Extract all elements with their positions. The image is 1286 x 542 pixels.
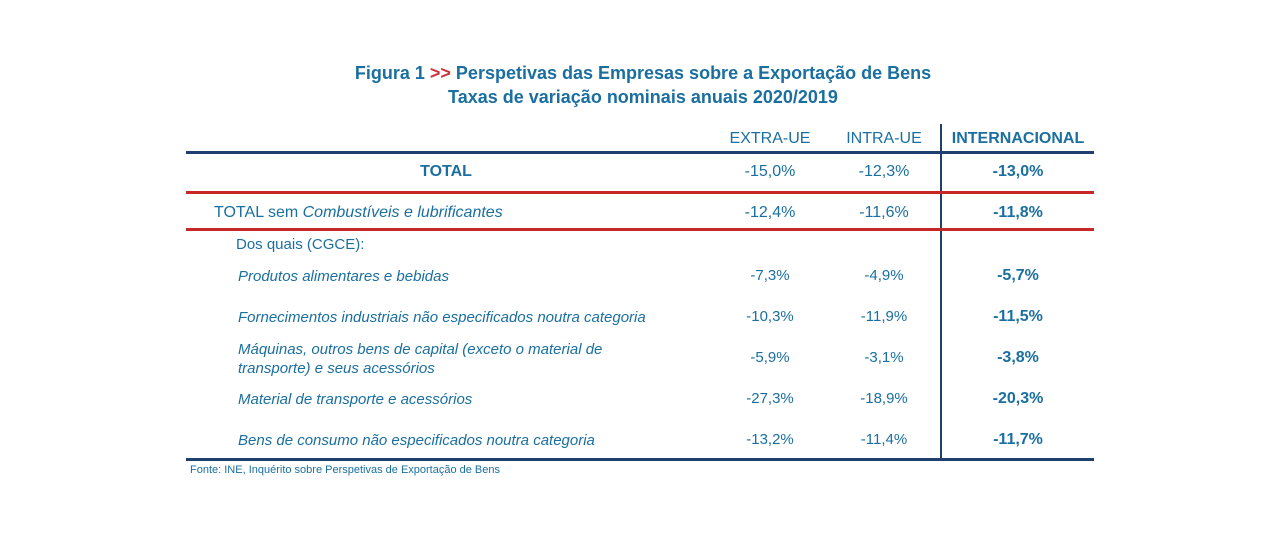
item-label: Bens de consumo não especificados noutra…	[238, 432, 595, 449]
figure-title: Figura 1 >> Perspetivas das Empresas sob…	[0, 63, 1286, 84]
item-intra: -18,9%	[860, 390, 908, 407]
row-total-sem-italic: Combustíveis e lubrificantes	[302, 204, 503, 221]
red-rule-bottom	[186, 228, 1094, 231]
row-total-sem-intra: -11,6%	[859, 204, 909, 221]
item-internacional: -20,3%	[992, 390, 1044, 407]
source-note: Fonte: INE, Inquérito sobre Perspetivas …	[190, 464, 501, 476]
item-label: Material de transporte e acessórios	[238, 391, 473, 408]
figure-subtitle: Taxas de variação nominais anuais 2020/2…	[448, 87, 838, 107]
row-total-internacional: -13,0%	[992, 163, 1044, 180]
red-rule-top	[186, 191, 1094, 194]
item-extra: -7,3%	[750, 267, 790, 284]
item-intra: -4,9%	[864, 267, 904, 284]
row-total-sem-extra: -12,4%	[744, 204, 796, 221]
item-intra: -11,9%	[860, 308, 908, 325]
item-intra: -11,4%	[860, 431, 908, 448]
item-internacional: -3,8%	[997, 349, 1039, 366]
item-intra: -3,1%	[864, 349, 904, 366]
item-label: Produtos alimentares e bebidas	[238, 268, 449, 285]
column-separator	[940, 124, 942, 460]
item-extra: -5,9%	[750, 349, 790, 366]
title-arrows: >>	[429, 63, 451, 83]
item-internacional: -5,7%	[997, 267, 1039, 284]
item-label: Máquinas, outros bens de capital (exceto…	[238, 341, 603, 377]
row-total-intra: -12,3%	[858, 163, 910, 180]
row-total-label: TOTAL	[420, 163, 472, 180]
col-header-extra-ue: EXTRA-UE	[729, 130, 811, 147]
row-total-sem-internacional: -11,8%	[993, 204, 1043, 221]
item-label: Fornecimentos industriais não especifica…	[238, 309, 646, 326]
row-total-sem-plain: TOTAL sem	[214, 204, 303, 221]
figure-main-title: Perspetivas das Empresas sobre a Exporta…	[455, 63, 932, 83]
header-rule	[186, 151, 1094, 154]
item-extra: -13,2%	[746, 431, 794, 448]
data-table: EXTRA-UE INTRA-UE INTERNACIONAL TOTAL -1…	[186, 122, 1094, 462]
item-extra: -27,3%	[746, 390, 794, 407]
item-extra: -10,3%	[746, 308, 794, 325]
col-header-intra-ue: INTRA-UE	[846, 130, 922, 147]
item-internacional: -11,7%	[993, 431, 1043, 448]
item-internacional: -11,5%	[993, 308, 1043, 325]
sub-header-cgce: Dos quais (CGCE):	[236, 236, 365, 253]
col-header-internacional: INTERNACIONAL	[951, 130, 1085, 147]
footer-rule	[186, 458, 1094, 461]
row-total-sem-label: TOTAL sem Combustíveis e lubrificantes	[214, 204, 503, 222]
row-total-extra: -15,0%	[744, 163, 796, 180]
figure-prefix: Figura 1	[354, 63, 425, 83]
